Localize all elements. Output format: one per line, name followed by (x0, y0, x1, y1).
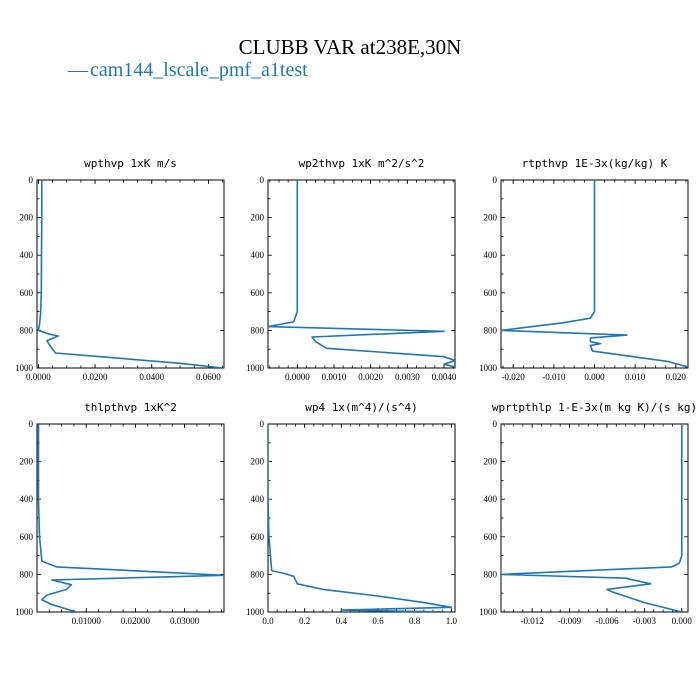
y-tick-label: 1000 (246, 607, 265, 617)
y-tick-label: 400 (251, 250, 265, 260)
x-tick-label: -0.020 (502, 372, 526, 382)
y-tick-label: 600 (484, 532, 498, 542)
series-line (268, 180, 455, 368)
y-tick-label: 1000 (15, 363, 34, 373)
y-tick-label: 0 (29, 419, 34, 429)
y-tick-label: 200 (484, 213, 498, 223)
x-tick-label: 0.0030 (395, 372, 420, 382)
y-tick-label: 200 (251, 213, 265, 223)
series-line (501, 180, 688, 368)
x-tick-label: 0.020 (666, 372, 687, 382)
y-tick-label: 600 (20, 532, 34, 542)
x-tick-label: -0.003 (633, 616, 657, 626)
y-tick-label: 600 (484, 288, 498, 298)
y-tick-label: 400 (251, 494, 265, 504)
plot-frame (267, 423, 456, 613)
panel-6: wprtpthlp 1-E-3x(m kg K)/(s kg) 0 200 400 60… (479, 401, 697, 626)
x-tick-label: 0.8 (409, 616, 421, 626)
y-tick-label: 200 (20, 457, 34, 467)
x-tick-label: 0.010 (625, 372, 646, 382)
panel-4: thlpthvp 1xK^2 0 200 400 600 800 1000 0.01000 0.… (15, 401, 225, 626)
y-tick-label: 400 (20, 250, 34, 260)
x-tick-label: -0.010 (542, 372, 566, 382)
y-tick-label: 800 (484, 325, 498, 335)
y-tick-label: 0 (260, 175, 265, 185)
y-tick-label: 200 (251, 457, 265, 467)
y-tick-label: 0 (493, 419, 498, 429)
x-tick-label: 0.0600 (196, 372, 221, 382)
y-tick-label: 0 (29, 175, 34, 185)
y-tick-label: 200 (484, 457, 498, 467)
legend-symbol: — (67, 59, 89, 81)
panel-3: rtpthvp 1E-3x(kg/kg) K02004006008001000-… (479, 157, 689, 382)
x-tick-label: 0.0200 (83, 372, 108, 382)
y-tick-label: 0 (260, 419, 265, 429)
y-tick-label: 800 (251, 569, 265, 579)
series-line (268, 424, 453, 612)
y-tick-label: 0 (493, 175, 498, 185)
panel-title: wprtpthlp 1-E-3x(m kg K)/(s kg) (492, 401, 697, 414)
series-line (37, 424, 224, 612)
x-tick-label: 0.03000 (170, 616, 200, 626)
y-tick-label: 1000 (479, 363, 498, 373)
x-tick-label: 0.6 (372, 616, 384, 626)
x-tick-label: 0.0010 (322, 372, 347, 382)
series-line (37, 180, 223, 368)
y-tick-label: 800 (20, 569, 34, 579)
y-tick-label: 600 (251, 288, 265, 298)
y-tick-label: 400 (484, 494, 498, 504)
x-tick-label: -0.012 (521, 616, 544, 626)
series-line (501, 424, 683, 612)
x-tick-label: 0.0 (262, 616, 274, 626)
panel-title: wp4 1x(m^4)/(s^4) (305, 401, 418, 414)
panel-2: wp2thvp 1xK m^2/s^2 0 200 400 600 800 1000 0.00… (246, 157, 457, 382)
plot-frame (500, 423, 689, 613)
panel-title: wpthvp 1xK m/s (84, 157, 177, 170)
y-tick-label: 800 (251, 325, 265, 335)
plot-frame (36, 179, 225, 369)
y-tick-label: 800 (484, 569, 498, 579)
y-tick-label: 1000 (246, 363, 265, 373)
y-tick-label: 400 (20, 494, 34, 504)
x-tick-label: 0.0000 (285, 372, 310, 382)
x-tick-label: 0.0400 (139, 372, 164, 382)
y-tick-label: 1000 (479, 607, 498, 617)
x-tick-label: 0.2 (299, 616, 310, 626)
x-tick-label: 0.01000 (72, 616, 102, 626)
figure-title: CLUBB VAR at238E,30N (239, 35, 462, 59)
x-tick-label: 0.0020 (358, 372, 383, 382)
panel-title: rtpthvp 1E-3x(kg/kg) K (522, 157, 668, 170)
y-tick-label: 200 (20, 213, 34, 223)
plot-frame (267, 179, 456, 369)
x-tick-label: 0.0040 (432, 372, 457, 382)
y-tick-label: 400 (484, 250, 498, 260)
x-tick-label: 0.000 (584, 372, 605, 382)
x-tick-label: -0.006 (595, 616, 619, 626)
x-tick-label: -0.009 (558, 616, 582, 626)
y-tick-label: 800 (20, 325, 34, 335)
x-tick-label: 0.000 (672, 616, 693, 626)
y-tick-label: 600 (251, 532, 265, 542)
y-tick-label: 600 (20, 288, 34, 298)
legend-label: cam144_lscale_pmf_a1test (90, 59, 308, 81)
x-tick-label: 0.4 (336, 616, 348, 626)
panel-title: wp2thvp 1xK m^2/s^2 (299, 157, 425, 170)
legend: — cam144_lscale_pmf_a1test (67, 59, 308, 81)
panel-title: thlpthvp 1xK^2 (84, 401, 177, 414)
y-tick-label: 1000 (15, 607, 34, 617)
x-tick-label: 0.0000 (26, 372, 51, 382)
x-tick-label: 1.0 (446, 616, 458, 626)
x-tick-label: 0.02000 (121, 616, 151, 626)
